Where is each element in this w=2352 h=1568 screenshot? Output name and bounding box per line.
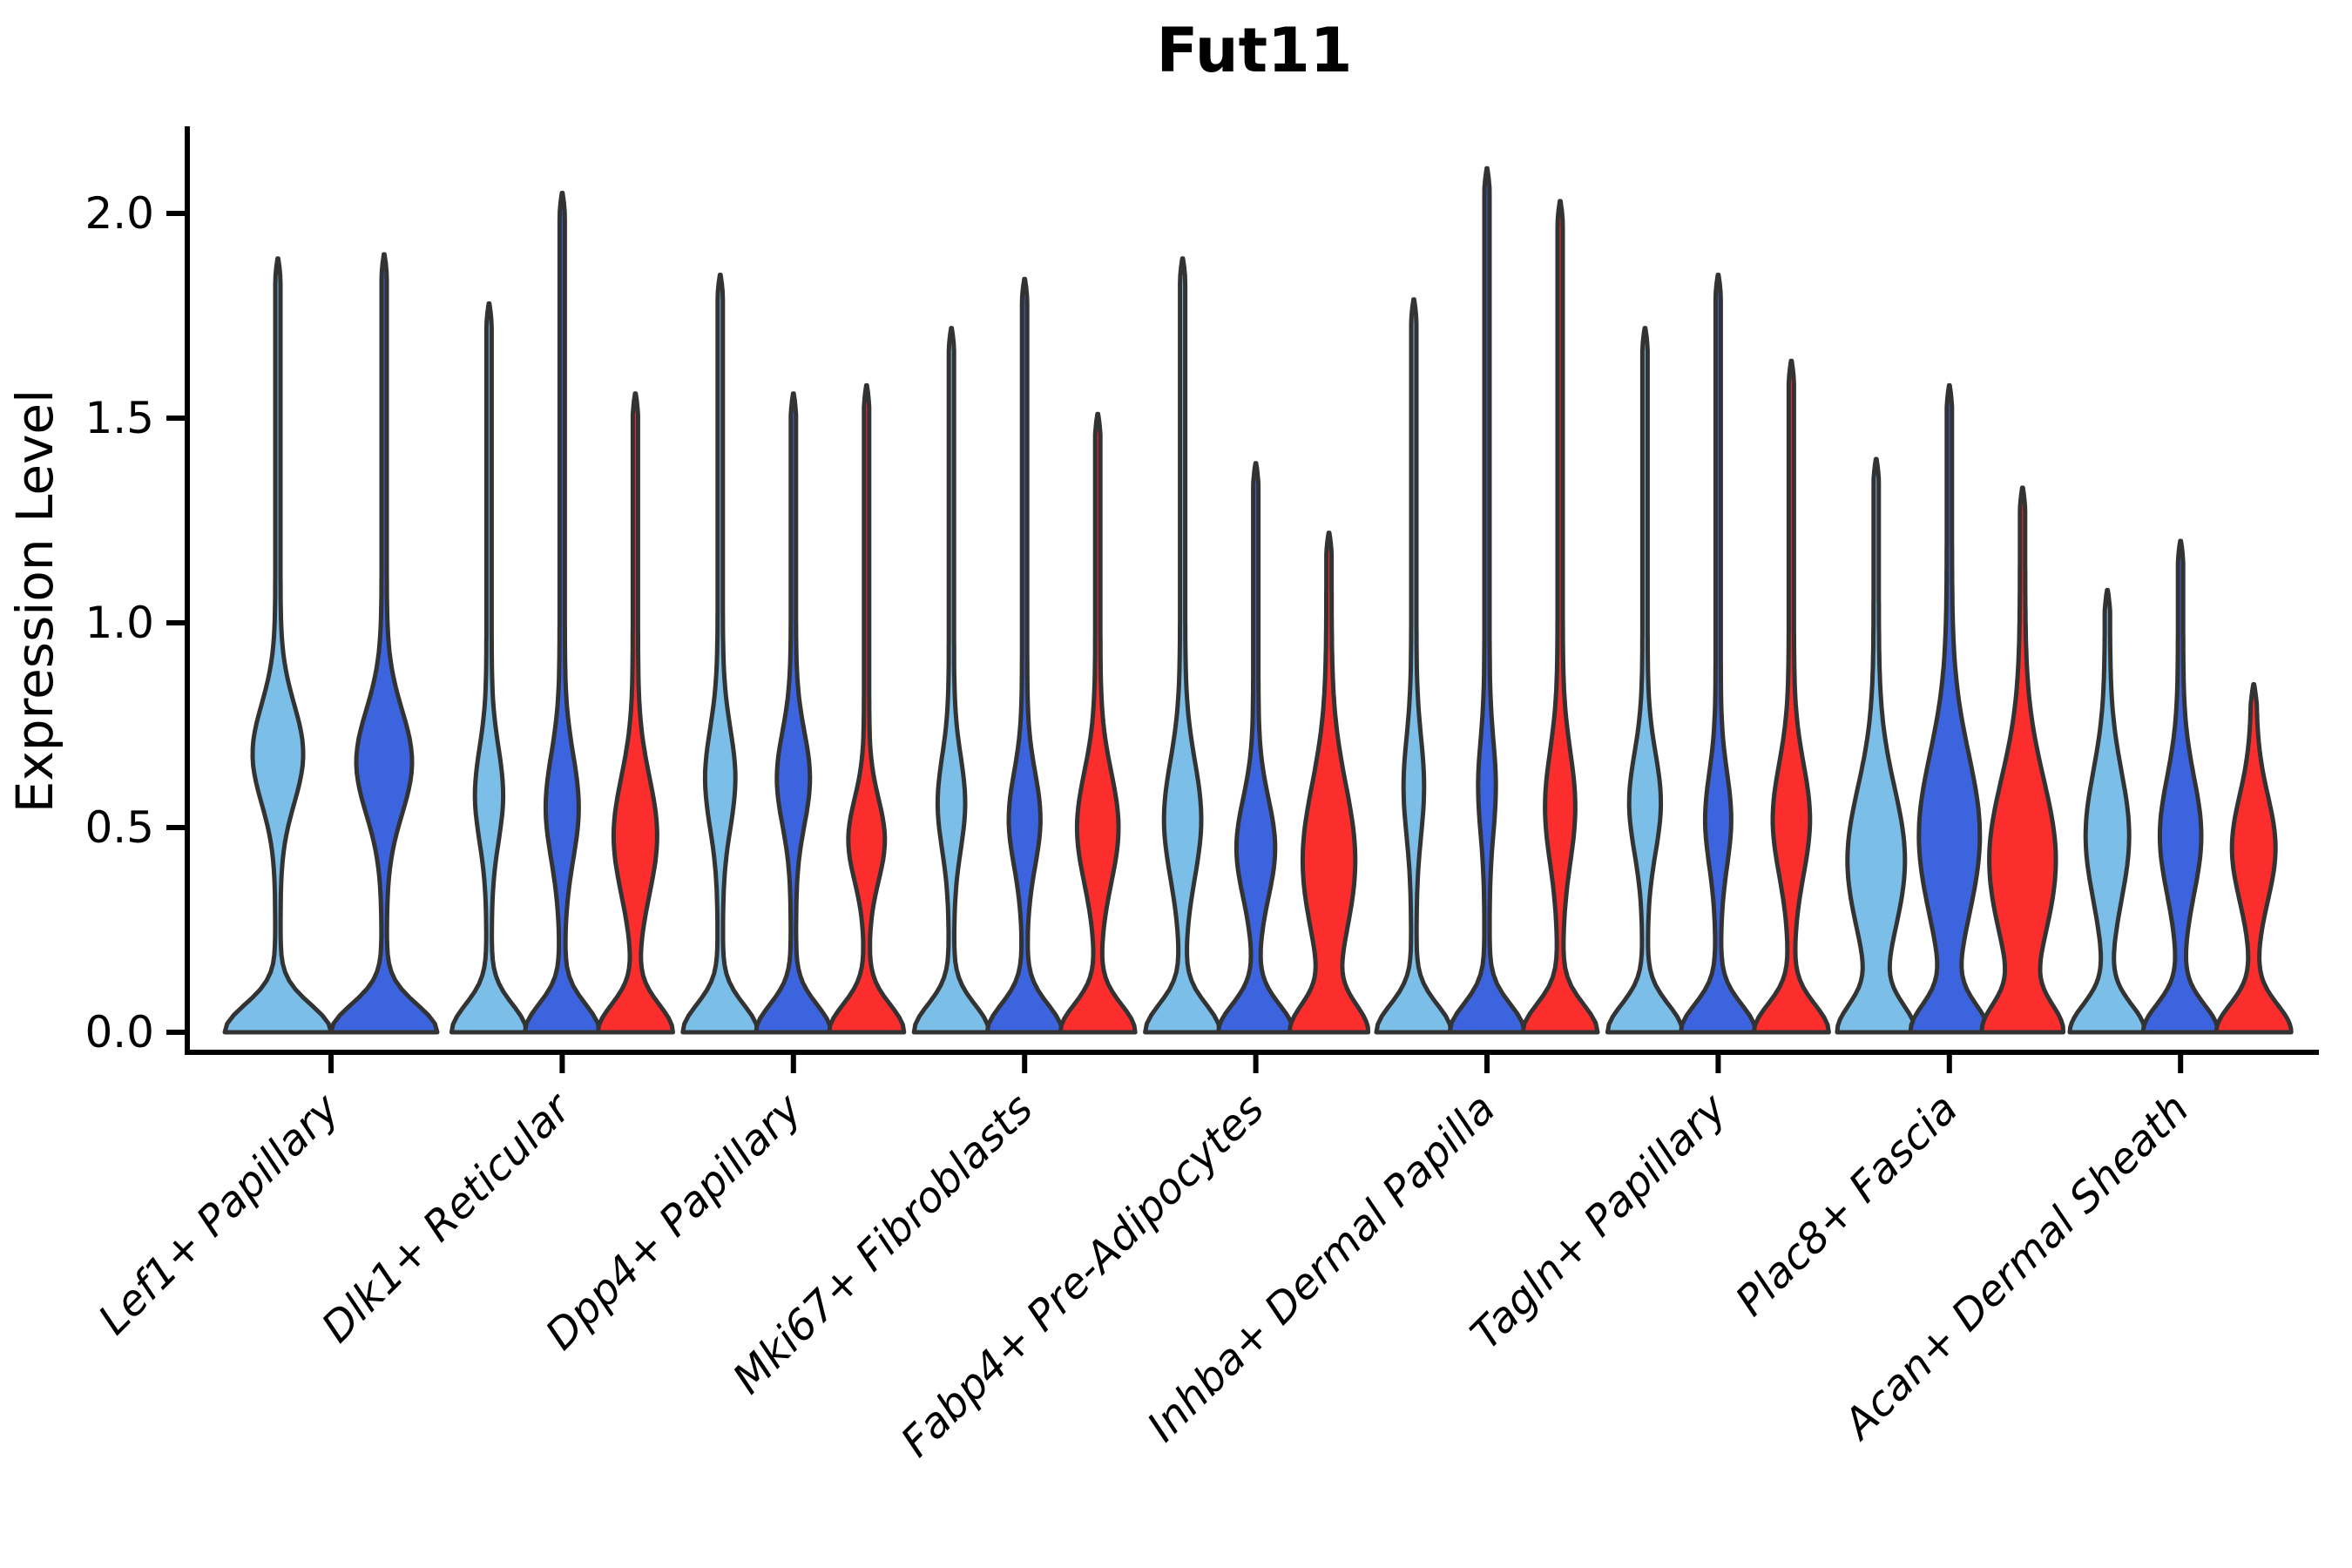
violin-red <box>1751 358 1831 1035</box>
violin-light_blue <box>2067 587 2147 1035</box>
y-tick-label: 1.0 <box>84 598 154 648</box>
y-tick-label: 1.5 <box>84 393 154 443</box>
violin-dark_blue <box>1678 273 1758 1035</box>
violin-dark_blue <box>984 276 1064 1035</box>
violin-group-3 <box>680 273 907 1035</box>
x-tick-label-3: Dpp4+ Papillary <box>537 1084 812 1359</box>
chart-title: Fut11 <box>1156 15 1352 86</box>
violin-light_blue <box>1835 456 1918 1035</box>
violin-red <box>1520 199 1600 1035</box>
violin-red <box>2213 682 2294 1035</box>
violin-group-5 <box>1143 256 1371 1035</box>
violin-group-7 <box>1605 273 1831 1035</box>
violin-dark_blue <box>1908 382 1990 1035</box>
violin-red <box>827 382 907 1035</box>
violin-light_blue <box>1143 256 1223 1035</box>
violin-light_blue <box>1374 297 1454 1035</box>
y-tick-label: 0.5 <box>84 802 154 853</box>
violin-group-4 <box>911 276 1138 1035</box>
violin-group-2 <box>449 191 675 1035</box>
y-axis-label: Expression Level <box>5 389 64 813</box>
y-tick-label: 0.0 <box>84 1007 154 1058</box>
violin-dark_blue <box>754 391 834 1035</box>
violin-light_blue <box>911 326 991 1035</box>
x-tick-label-1: Lef1+ Papillary <box>89 1084 349 1344</box>
violin-dark_blue <box>522 191 602 1035</box>
violin-dark_blue <box>1216 461 1296 1035</box>
x-tick-label-5: Fabp4+ Pre-Adipocytes <box>892 1085 1274 1467</box>
violin-red <box>1058 411 1138 1035</box>
violin-light_blue <box>222 256 334 1035</box>
violin-light_blue <box>680 273 760 1035</box>
x-tick-label-2: Dlk1+ Reticular <box>313 1083 583 1353</box>
violin-red <box>1288 531 1371 1035</box>
violin-group-1 <box>222 252 440 1035</box>
violin-dark_blue <box>1447 166 1527 1035</box>
violin-group-8 <box>1835 382 2065 1035</box>
violin-dark_blue <box>2140 538 2220 1035</box>
violins-layer <box>222 166 2294 1035</box>
violin-light_blue <box>449 301 529 1035</box>
violin-light_blue <box>1605 326 1685 1035</box>
violin-group-6 <box>1374 166 1600 1035</box>
x-tick-label-7: Tagln+ Papillary <box>1462 1084 1737 1359</box>
violin-group-9 <box>2067 538 2294 1035</box>
violin-red <box>1979 485 2065 1035</box>
y-tick-label: 2.0 <box>84 188 154 239</box>
violin-dark_blue <box>328 252 440 1035</box>
x-tick-label-8: Plac8+ Fascia <box>1727 1085 1968 1326</box>
violin-red <box>595 391 675 1035</box>
